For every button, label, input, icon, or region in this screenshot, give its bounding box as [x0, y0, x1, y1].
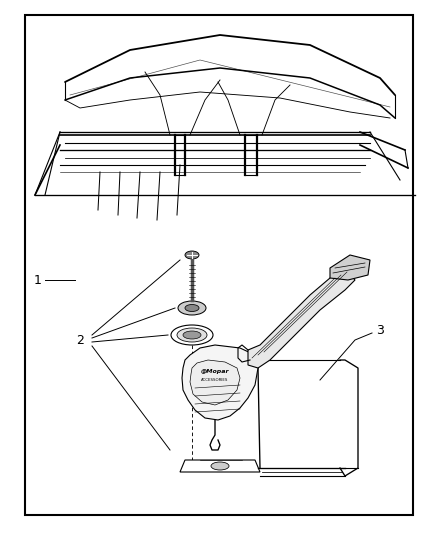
Polygon shape: [330, 255, 370, 280]
Text: 1: 1: [34, 273, 42, 287]
Ellipse shape: [178, 301, 206, 315]
Ellipse shape: [177, 328, 207, 342]
Bar: [25, 15, 413, 515]
Text: 2: 2: [76, 334, 84, 346]
Ellipse shape: [185, 304, 199, 311]
Text: @Mopar: @Mopar: [201, 369, 230, 375]
Text: ACCESSORIES: ACCESSORIES: [201, 378, 229, 382]
Polygon shape: [248, 270, 355, 368]
Polygon shape: [182, 345, 258, 420]
Polygon shape: [180, 460, 260, 472]
Polygon shape: [190, 360, 240, 405]
Ellipse shape: [183, 331, 201, 339]
Ellipse shape: [211, 462, 229, 470]
Ellipse shape: [171, 325, 213, 345]
Ellipse shape: [185, 251, 199, 259]
Text: 3: 3: [376, 324, 384, 336]
